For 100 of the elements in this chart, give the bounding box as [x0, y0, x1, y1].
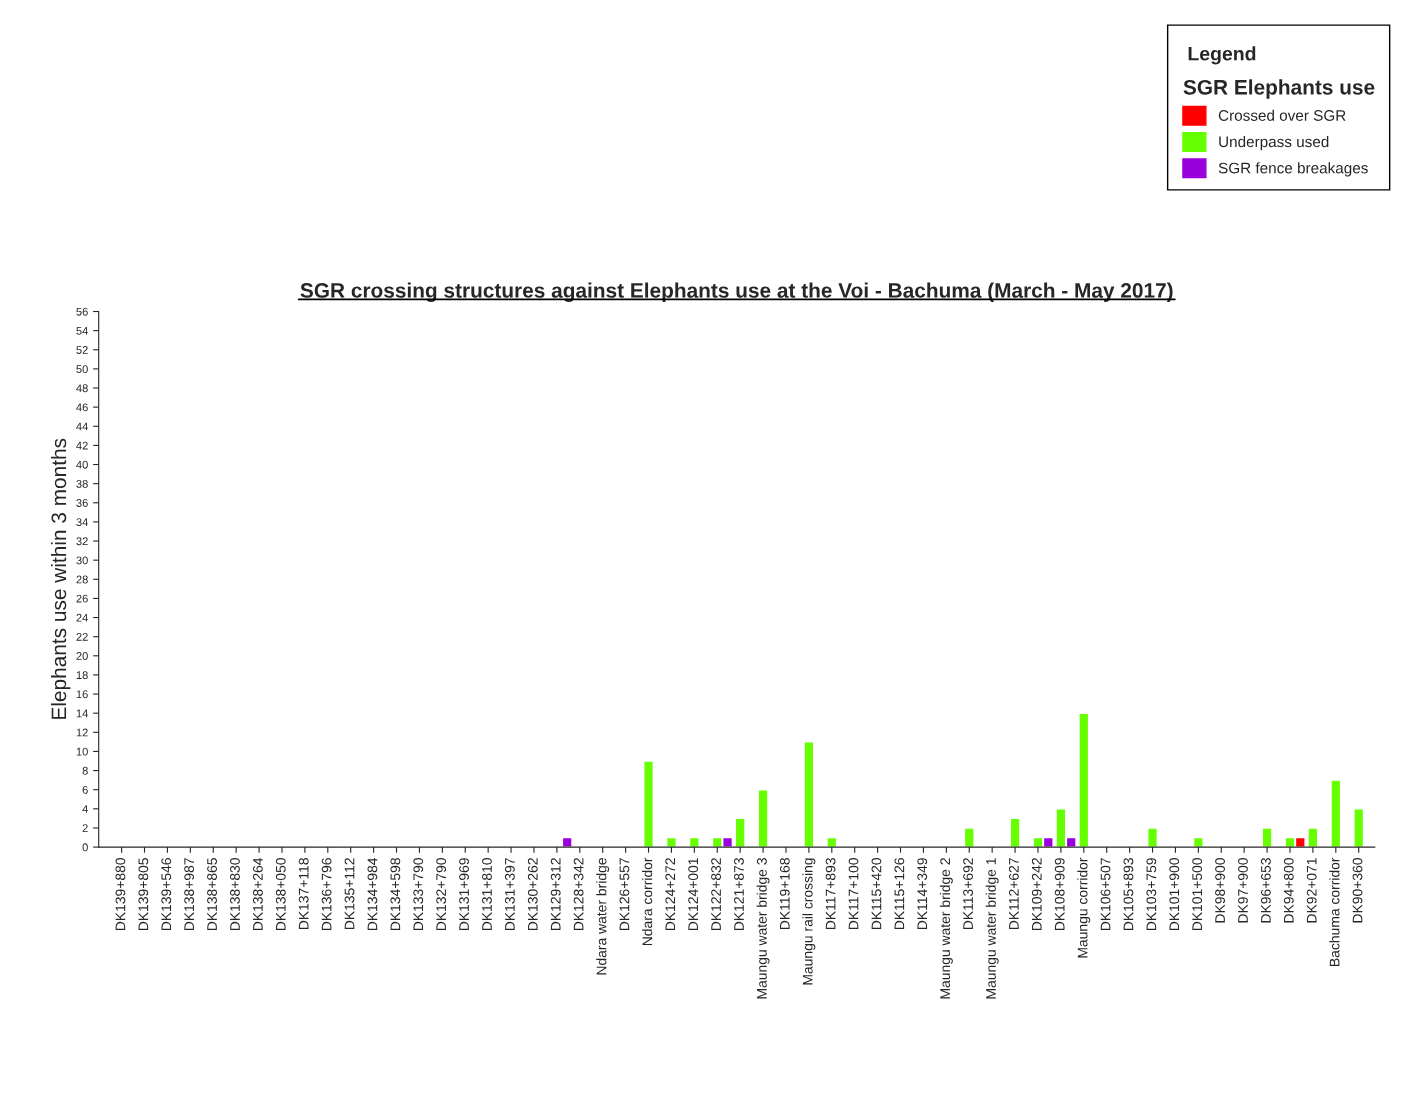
- x-tick-label: DK138+830: [230, 858, 240, 931]
- bar: [643, 760, 655, 848]
- x-tick-label: DK139+805: [138, 858, 149, 931]
- x-tick-label: DK138+865: [207, 858, 217, 931]
- x-tick-label: DK130+262: [527, 858, 538, 931]
- bar: [757, 788, 769, 848]
- y-tick-label: 36: [76, 499, 88, 507]
- x-tick-label: Maungu rail crossing: [802, 858, 816, 985]
- x-tick-label: DK133+790: [413, 858, 424, 931]
- x-tick-label: DK131+810: [482, 858, 492, 931]
- x-tick-label: DK98+900: [1215, 858, 1225, 923]
- y-tick-label: 30: [76, 556, 88, 565]
- y-axis-title: Elephants use within 3 months: [50, 438, 71, 719]
- y-tick-label: 18: [76, 671, 88, 680]
- y-tick-label: 6: [82, 785, 88, 794]
- y-tick-label: 26: [76, 594, 88, 603]
- bar: [1353, 808, 1365, 848]
- y-tick-label: 28: [76, 575, 88, 584]
- bar: [734, 817, 746, 848]
- x-tick-label: DK115+420: [871, 858, 882, 930]
- y-tick-label: 44: [76, 422, 88, 431]
- x-tick-label: DK90+360: [1352, 858, 1363, 923]
- y-tick-label: 4: [82, 805, 88, 813]
- x-tick-label: DK115+126: [894, 858, 905, 930]
- y-tick-label: 34: [76, 518, 88, 527]
- x-tick-label: DK138+264: [252, 857, 263, 931]
- y-tick-label: 52: [76, 346, 88, 354]
- legend-label: Underpass used: [1219, 135, 1329, 151]
- x-tick-label: DK103+759: [1146, 858, 1157, 931]
- x-tick-label: DK122+832: [711, 858, 721, 931]
- y-tick-label: 22: [76, 632, 88, 641]
- x-tick-label: DK139+546: [161, 858, 172, 931]
- y-tick-label: 20: [76, 652, 88, 660]
- y-tick-label: 40: [76, 460, 88, 469]
- x-tick-label: Bachuma corridor: [1329, 857, 1340, 966]
- y-tick-label: 16: [76, 690, 88, 699]
- x-tick-label: DK135+112: [344, 858, 355, 930]
- x-tick-label: DK97+900: [1238, 858, 1248, 923]
- x-tick-label: DK131+397: [504, 858, 515, 931]
- y-tick-label: 54: [76, 327, 88, 335]
- bar: [1330, 779, 1342, 848]
- x-tick-label: DK109+242: [1031, 858, 1042, 931]
- x-tick-label: Maungu water bridge 2: [939, 858, 953, 999]
- x-tick-label: DK108+909: [1054, 858, 1065, 931]
- x-tick-label: DK129+312: [550, 858, 561, 931]
- x-tick-label: DK112+627: [1008, 858, 1019, 930]
- x-tick-label: DK131+969: [459, 858, 469, 931]
- y-tick-label: 12: [76, 728, 88, 737]
- y-tick-label: 46: [76, 403, 88, 412]
- y-tick-label: 0: [82, 843, 88, 852]
- legend-label: Crossed over SGR: [1218, 109, 1346, 121]
- x-tick-label: DK138+050: [275, 858, 286, 931]
- bar: [1147, 827, 1159, 848]
- x-tick-label: DK101+500: [1192, 858, 1203, 931]
- bar: [803, 741, 815, 848]
- x-tick-label: DK134+984: [367, 857, 378, 931]
- text: Legend: [1188, 46, 1256, 65]
- x-tick-label: DK117+893: [825, 858, 836, 930]
- x-tick-label: DK137+118: [298, 858, 309, 930]
- x-tick-label: DK132+790: [436, 858, 447, 931]
- x-tick-label: Maungu water bridge 1: [985, 858, 999, 999]
- x-tick-label: DK105+893: [1123, 858, 1134, 931]
- x-tick-label: DK94+800: [1283, 858, 1294, 923]
- x-tick-label: DK113+692: [963, 858, 973, 930]
- x-tick-label: DK128+342: [573, 858, 584, 931]
- chart-title: SGR crossing structures against Elephants use at the Voi - Bachuma (March - May 2017): [300, 282, 1173, 303]
- y-tick-label: 10: [76, 747, 88, 756]
- y-tick-label: 24: [76, 613, 88, 622]
- y-tick-label: 38: [76, 479, 88, 488]
- x-tick-label: DK139+880: [115, 858, 126, 931]
- legend-label: SGR fence breakages: [1218, 162, 1368, 177]
- x-tick-label: DK96+653: [1260, 858, 1271, 923]
- x-tick-label: Maungu water bridge 3: [756, 858, 770, 999]
- x-tick-label: DK121+873: [734, 858, 744, 931]
- x-tick-label: DK124+272: [665, 858, 676, 931]
- bar: [1009, 817, 1021, 848]
- legend-title: SGR Elephants use: [1183, 79, 1375, 99]
- x-tick-label: DK114+349: [917, 858, 928, 930]
- y-tick-label: 8: [82, 766, 88, 775]
- x-tick-label: DK92+071: [1306, 858, 1317, 923]
- x-tick-label: DK138+987: [184, 858, 195, 931]
- y-tick-label: 2: [82, 824, 88, 832]
- y-tick-label: 14: [76, 709, 88, 718]
- y-tick-label: 50: [76, 365, 88, 374]
- x-tick-label: Maungu corridor: [1077, 857, 1091, 958]
- x-tick-label: DK136+796: [321, 858, 332, 931]
- y-tick-label: 48: [76, 384, 88, 393]
- x-tick-label: DK119+168: [779, 858, 790, 930]
- y-tick-label: 42: [76, 441, 88, 450]
- x-tick-label: DK124+001: [688, 858, 699, 931]
- x-tick-label: Ndara corridor: [642, 857, 653, 946]
- x-tick-label: DK101+900: [1169, 858, 1180, 931]
- bar: [963, 827, 975, 848]
- x-tick-label: DK117+100: [848, 858, 859, 930]
- x-tick-label: Ndara water bridge: [596, 858, 610, 975]
- y-tick-label: 32: [76, 537, 88, 546]
- x-tick-label: DK134+598: [390, 858, 401, 931]
- y-tick-label: 56: [76, 307, 88, 316]
- x-tick-label: DK126+557: [619, 858, 630, 931]
- x-tick-label: DK106+507: [1100, 858, 1111, 931]
